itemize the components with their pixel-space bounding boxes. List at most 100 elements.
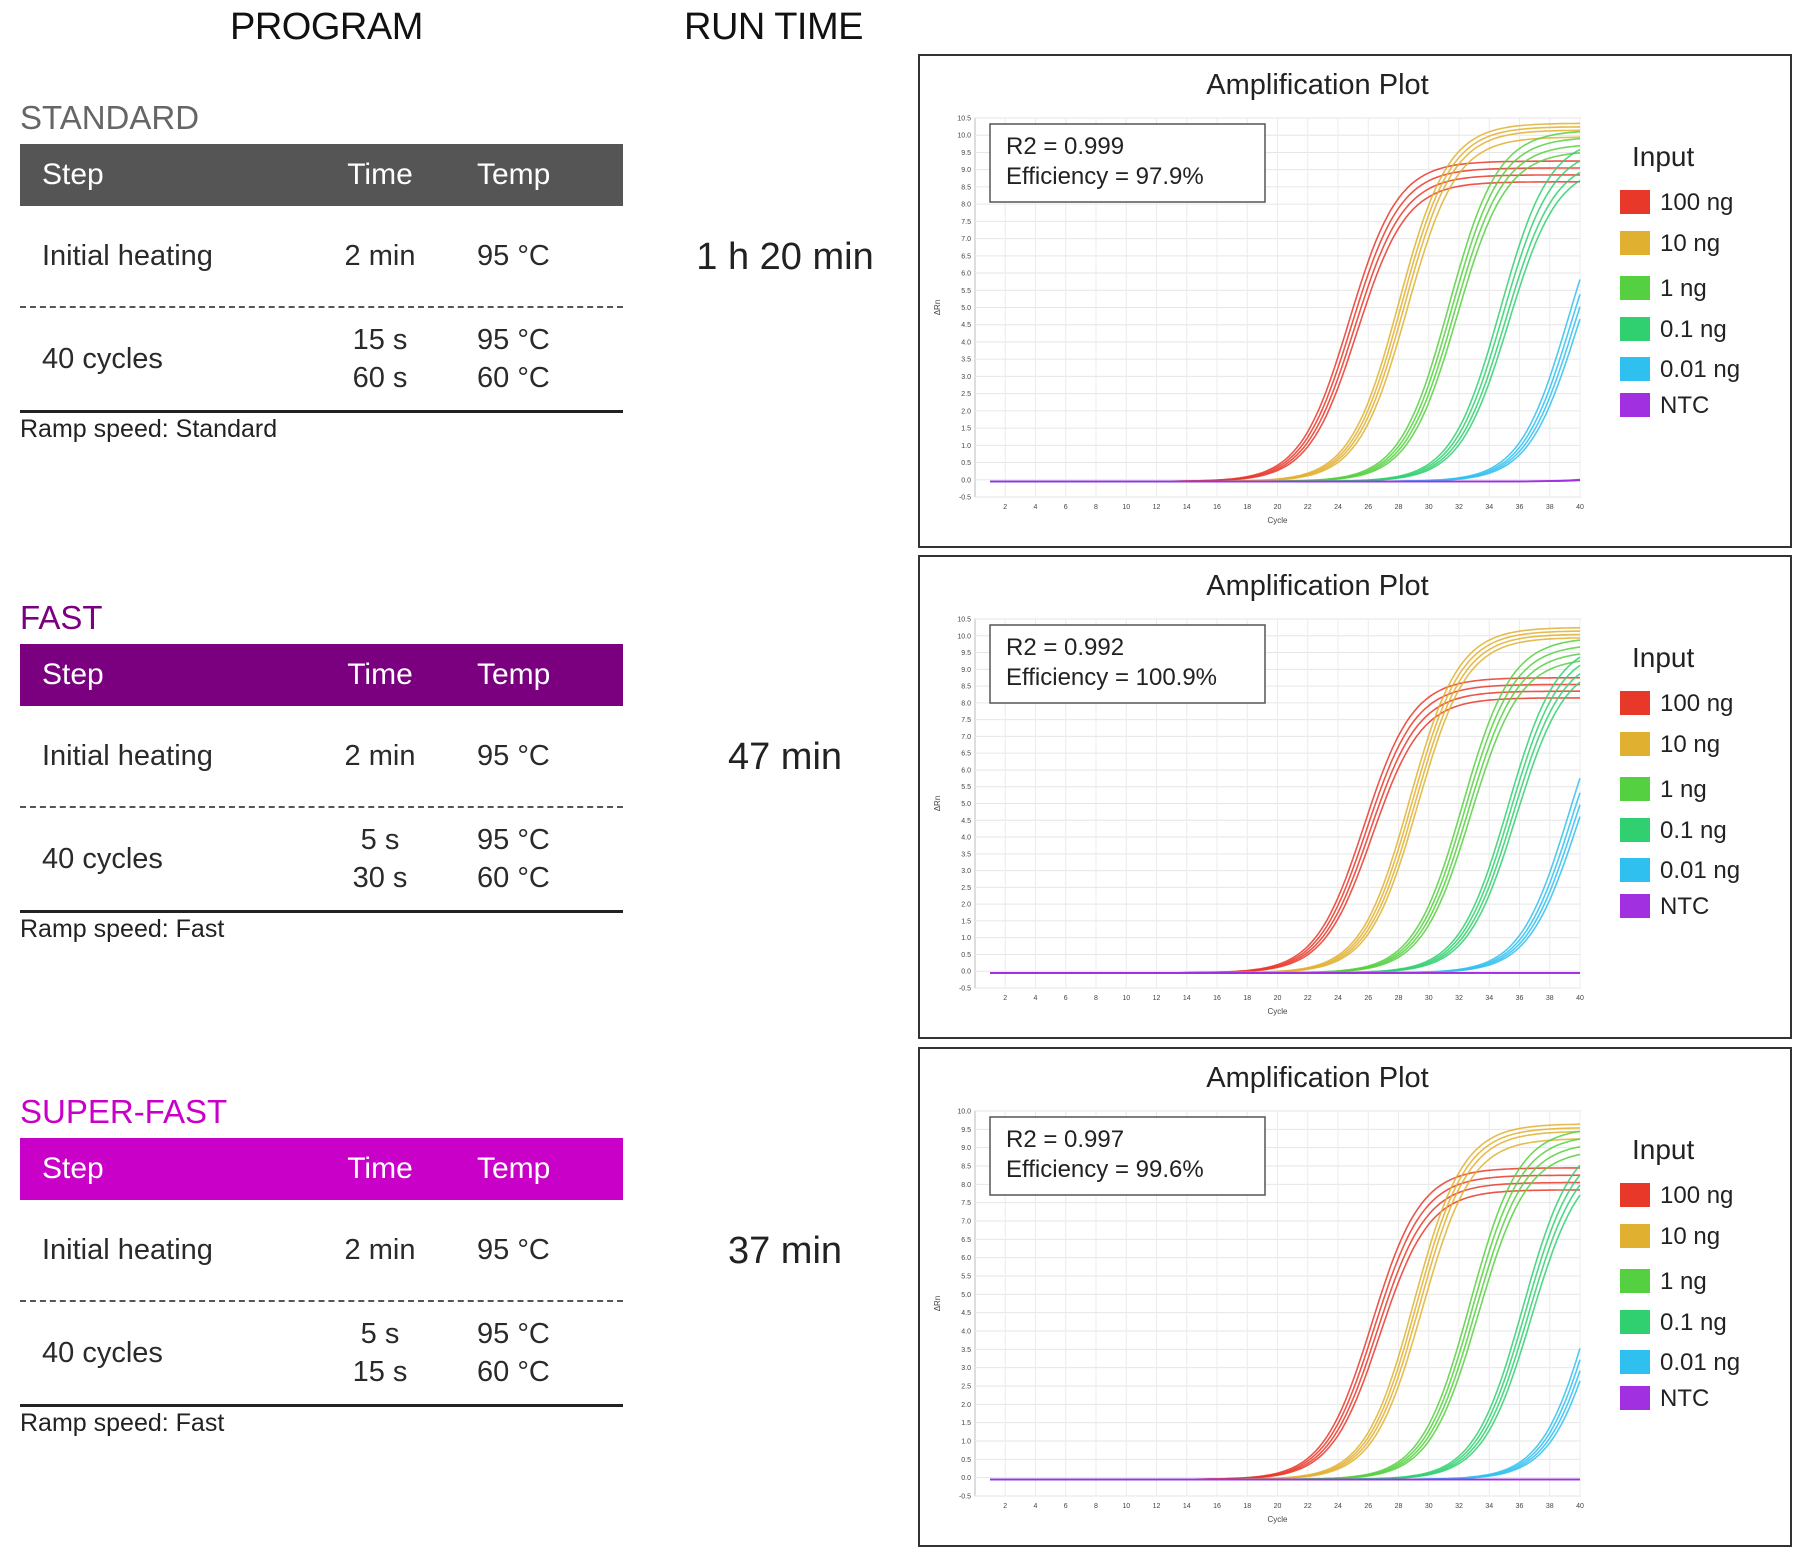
y-tick-label: 2.0 [961,408,971,415]
program-name: FAST [20,599,103,636]
y-tick-label: 9.0 [961,1145,971,1152]
y-tick-label: 0.5 [961,952,971,959]
step-label: Initial heating [42,739,213,772]
table-header: Step Time Temp [20,1138,623,1200]
y-tick-label: 9.5 [961,150,971,157]
table-header: Step Time Temp [20,644,623,706]
legend-swatch [1620,276,1650,300]
x-tick-label: 24 [1334,995,1342,1002]
legend-swatch [1620,190,1650,214]
program-name: STANDARD [20,99,200,136]
x-tick-label: 12 [1153,504,1161,511]
program-super-fast: SUPER-FAST Step Time Temp Initial heatin… [20,1092,623,1438]
x-tick-label: 22 [1304,995,1312,1002]
step-label: 40 cycles [42,1336,163,1369]
x-tick-label: 32 [1455,995,1463,1002]
table-row-cycles: 40 cycles 15 s 60 s 95 °C 60 °C [20,308,623,413]
legend-swatch [1620,777,1650,801]
legend-label: 10 ng [1660,230,1720,257]
run-time-fast: 47 min [727,736,843,778]
step-time-anneal: 60 s [352,362,408,394]
x-tick-label: 22 [1304,504,1312,511]
x-tick-label: 28 [1395,1503,1403,1510]
legend-swatch [1620,1350,1650,1374]
x-tick-label: 24 [1334,504,1342,511]
chart-title: Amplification Plot [1206,1062,1428,1094]
table-row-initial-heating: Initial heating 2 min 95 °C [20,706,623,808]
legend-swatch [1620,357,1650,381]
x-tick-label: 10 [1122,995,1130,1002]
x-tick-label: 34 [1485,1503,1493,1510]
legend-swatch [1620,1310,1650,1334]
legend-title: Input [1632,1134,1694,1165]
program-column-heading: PROGRAM [230,6,423,48]
amplification-plot-panel-standard: Amplification Plot -0.5 0.0 0.5 1.0 1.5 2.0 2.5… [918,54,1792,548]
y-tick-label: 8.0 [961,700,971,707]
step-temp: 95 °C [477,739,550,772]
legend-label: 100 ng [1660,690,1733,717]
y-axis-label: ΔRn [933,1296,942,1312]
step-time: 2 min [344,239,416,272]
program-fast: FAST Step Time Temp Initial heating 2 mi… [20,598,623,944]
efficiency-value: Efficiency = 99.6% [1006,1156,1204,1183]
step-temp-anneal: 60 °C [477,362,550,394]
x-tick-label: 12 [1153,995,1161,1002]
y-tick-label: 5.0 [961,801,971,808]
amplification-plot-super-fast: Amplification Plot -0.5 0.0 0.5 1.0 1.5 2.0 2.5… [933,1062,1740,1524]
x-tick-label: 24 [1334,1503,1342,1510]
y-tick-label: 9.0 [961,667,971,674]
y-tick-label: 3.5 [961,851,971,858]
step-times: 5 s 15 s [305,1315,455,1391]
r2-value: R2 = 0.999 [1006,133,1124,160]
fit-annotation: R2 = 0.992 Efficiency = 100.9% [989,624,1266,704]
legend-swatch [1620,317,1650,341]
x-tick-label: 34 [1485,504,1493,511]
legend-label: 10 ng [1660,731,1720,758]
legend-label: 100 ng [1660,189,1733,216]
y-tick-label: 5.0 [961,1292,971,1299]
y-tick-label: 2.0 [961,902,971,909]
y-tick-label: 10.0 [957,633,971,640]
y-tick-label: 2.0 [961,1402,971,1409]
table-row-initial-heating: Initial heating 2 min 95 °C [20,1200,623,1302]
step-label: Initial heating [42,239,213,272]
legend-label: 0.01 ng [1660,1349,1740,1376]
step-temp: 95 °C [477,1233,550,1266]
y-tick-label: 3.0 [961,374,971,381]
y-tick-label: -0.5 [959,495,971,502]
program-name: SUPER-FAST [20,1093,228,1130]
x-tick-label: 26 [1364,1503,1372,1510]
y-tick-label: -0.5 [959,1494,971,1501]
legend-swatch [1620,1183,1650,1207]
ramp-speed: Ramp speed: Fast [20,1409,225,1437]
x-tick-label: 28 [1395,995,1403,1002]
x-tick-label: 2 [1003,995,1007,1002]
y-tick-label: 5.5 [961,1274,971,1281]
x-tick-label: 32 [1455,504,1463,511]
x-tick-label: 26 [1364,504,1372,511]
r2-value: R2 = 0.992 [1006,634,1124,661]
y-tick-label: 7.0 [961,734,971,741]
y-tick-label: 3.5 [961,1347,971,1354]
x-tick-label: 10 [1122,1503,1130,1510]
y-tick-label: 1.0 [961,443,971,450]
y-tick-label: 6.0 [961,767,971,774]
legend-label: 1 ng [1660,1268,1707,1295]
y-tick-label: 2.5 [961,391,971,398]
y-tick-label: -0.5 [959,986,971,993]
header-temp: Temp [477,658,551,691]
legend-label: NTC [1660,1385,1709,1412]
y-tick-label: 1.5 [961,426,971,433]
legend-label: 0.01 ng [1660,356,1740,383]
x-tick-label: 2 [1003,504,1007,511]
y-tick-label: 9.5 [961,1127,971,1134]
y-tick-label: 2.5 [961,1384,971,1391]
y-axis-label: ΔRn [933,796,942,812]
x-tick-label: 36 [1516,504,1524,511]
legend-label: 1 ng [1660,275,1707,302]
step-label: 40 cycles [42,842,163,875]
table-header: Step Time Temp [20,144,623,206]
legend-swatch [1620,894,1650,918]
y-tick-label: 0.0 [961,1475,971,1482]
efficiency-value: Efficiency = 97.9% [1006,163,1204,190]
